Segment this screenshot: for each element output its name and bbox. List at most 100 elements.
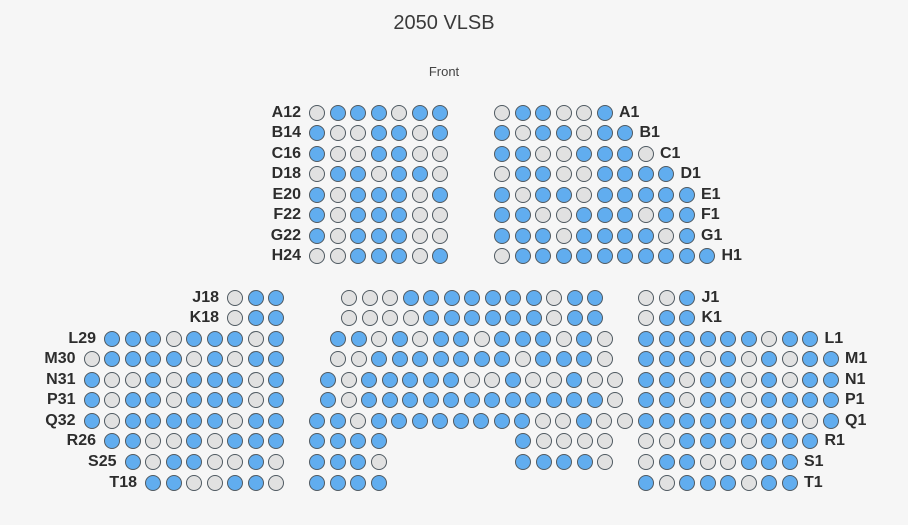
seat-available[interactable] — [658, 310, 675, 326]
seat-taken[interactable] — [329, 187, 346, 203]
seat-taken[interactable] — [638, 433, 654, 449]
seat-taken[interactable] — [432, 146, 448, 162]
seat-taken[interactable] — [576, 187, 592, 203]
seat-taken[interactable] — [83, 351, 100, 367]
seat-available[interactable] — [391, 351, 408, 367]
seat-available[interactable] — [699, 331, 716, 347]
seat-taken[interactable] — [309, 105, 325, 121]
seat-available[interactable] — [637, 187, 654, 203]
seat-available[interactable] — [596, 125, 613, 141]
seat-taken[interactable] — [638, 454, 654, 470]
seat-taken[interactable] — [740, 475, 757, 491]
seat-available[interactable] — [206, 392, 223, 408]
seat-available[interactable] — [370, 105, 387, 121]
seat-available[interactable] — [165, 454, 182, 470]
seat-available[interactable] — [124, 351, 141, 367]
seat-taken[interactable] — [329, 228, 346, 244]
seat-available[interactable] — [453, 351, 469, 367]
seat-available[interactable] — [463, 392, 480, 408]
seat-available[interactable] — [535, 351, 551, 367]
seat-taken[interactable] — [104, 372, 120, 388]
seat-available[interactable] — [309, 146, 325, 162]
seat-available[interactable] — [494, 187, 510, 203]
seat-available[interactable] — [104, 351, 120, 367]
seat-available[interactable] — [535, 248, 551, 264]
seat-available[interactable] — [637, 248, 654, 264]
seat-available[interactable] — [822, 413, 839, 429]
seat-available[interactable] — [422, 372, 439, 388]
seat-taken[interactable] — [227, 351, 243, 367]
seat-available[interactable] — [555, 125, 572, 141]
seat-taken[interactable] — [329, 248, 346, 264]
seat-taken[interactable] — [679, 392, 695, 408]
seat-available[interactable] — [124, 413, 141, 429]
seat-available[interactable] — [596, 105, 613, 121]
seat-available[interactable] — [268, 413, 284, 429]
seat-available[interactable] — [514, 248, 531, 264]
seat-available[interactable] — [206, 372, 223, 388]
seat-available[interactable] — [361, 392, 377, 408]
seat-available[interactable] — [678, 207, 695, 223]
seat-taken[interactable] — [740, 433, 757, 449]
seat-taken[interactable] — [411, 207, 428, 223]
seat-available[interactable] — [227, 433, 243, 449]
seat-taken[interactable] — [586, 372, 603, 388]
seat-available[interactable] — [452, 413, 469, 429]
seat-available[interactable] — [566, 310, 583, 326]
seat-available[interactable] — [484, 392, 500, 408]
seat-available[interactable] — [494, 207, 510, 223]
seat-available[interactable] — [761, 413, 777, 429]
seat-available[interactable] — [309, 433, 325, 449]
seat-taken[interactable] — [535, 207, 551, 223]
seat-available[interactable] — [658, 166, 674, 182]
seat-available[interactable] — [525, 290, 542, 306]
seat-available[interactable] — [658, 331, 675, 347]
seat-available[interactable] — [473, 351, 490, 367]
seat-available[interactable] — [186, 454, 202, 470]
seat-available[interactable] — [227, 331, 243, 347]
seat-available[interactable] — [535, 166, 551, 182]
seat-taken[interactable] — [555, 228, 572, 244]
seat-taken[interactable] — [576, 125, 592, 141]
seat-taken[interactable] — [740, 392, 757, 408]
seat-available[interactable] — [247, 290, 264, 306]
seat-taken[interactable] — [268, 454, 284, 470]
seat-available[interactable] — [247, 475, 264, 491]
seat-available[interactable] — [350, 228, 366, 244]
seat-taken[interactable] — [556, 433, 572, 449]
seat-taken[interactable] — [463, 372, 480, 388]
seat-available[interactable] — [555, 187, 572, 203]
seat-available[interactable] — [679, 310, 695, 326]
seat-available[interactable] — [679, 351, 695, 367]
seat-available[interactable] — [515, 454, 531, 470]
seat-available[interactable] — [802, 331, 818, 347]
seat-taken[interactable] — [247, 392, 264, 408]
seat-available[interactable] — [422, 392, 439, 408]
seat-available[interactable] — [350, 166, 366, 182]
seat-taken[interactable] — [391, 105, 407, 121]
seat-taken[interactable] — [411, 228, 428, 244]
seat-taken[interactable] — [638, 310, 654, 326]
seat-available[interactable] — [165, 351, 182, 367]
seat-available[interactable] — [658, 187, 674, 203]
seat-available[interactable] — [596, 146, 613, 162]
seat-taken[interactable] — [535, 433, 552, 449]
seat-available[interactable] — [740, 454, 757, 470]
seat-available[interactable] — [525, 392, 541, 408]
seat-available[interactable] — [330, 331, 346, 347]
seat-available[interactable] — [587, 290, 603, 306]
seat-available[interactable] — [679, 475, 695, 491]
seat-available[interactable] — [350, 454, 366, 470]
seat-taken[interactable] — [329, 146, 346, 162]
seat-available[interactable] — [370, 207, 387, 223]
seat-available[interactable] — [535, 331, 551, 347]
seat-available[interactable] — [678, 248, 695, 264]
seat-available[interactable] — [514, 166, 531, 182]
seat-available[interactable] — [370, 248, 387, 264]
seat-available[interactable] — [381, 392, 398, 408]
seat-available[interactable] — [699, 248, 715, 264]
seat-available[interactable] — [638, 351, 654, 367]
seat-taken[interactable] — [761, 331, 777, 347]
seat-available[interactable] — [617, 248, 633, 264]
seat-available[interactable] — [576, 146, 592, 162]
